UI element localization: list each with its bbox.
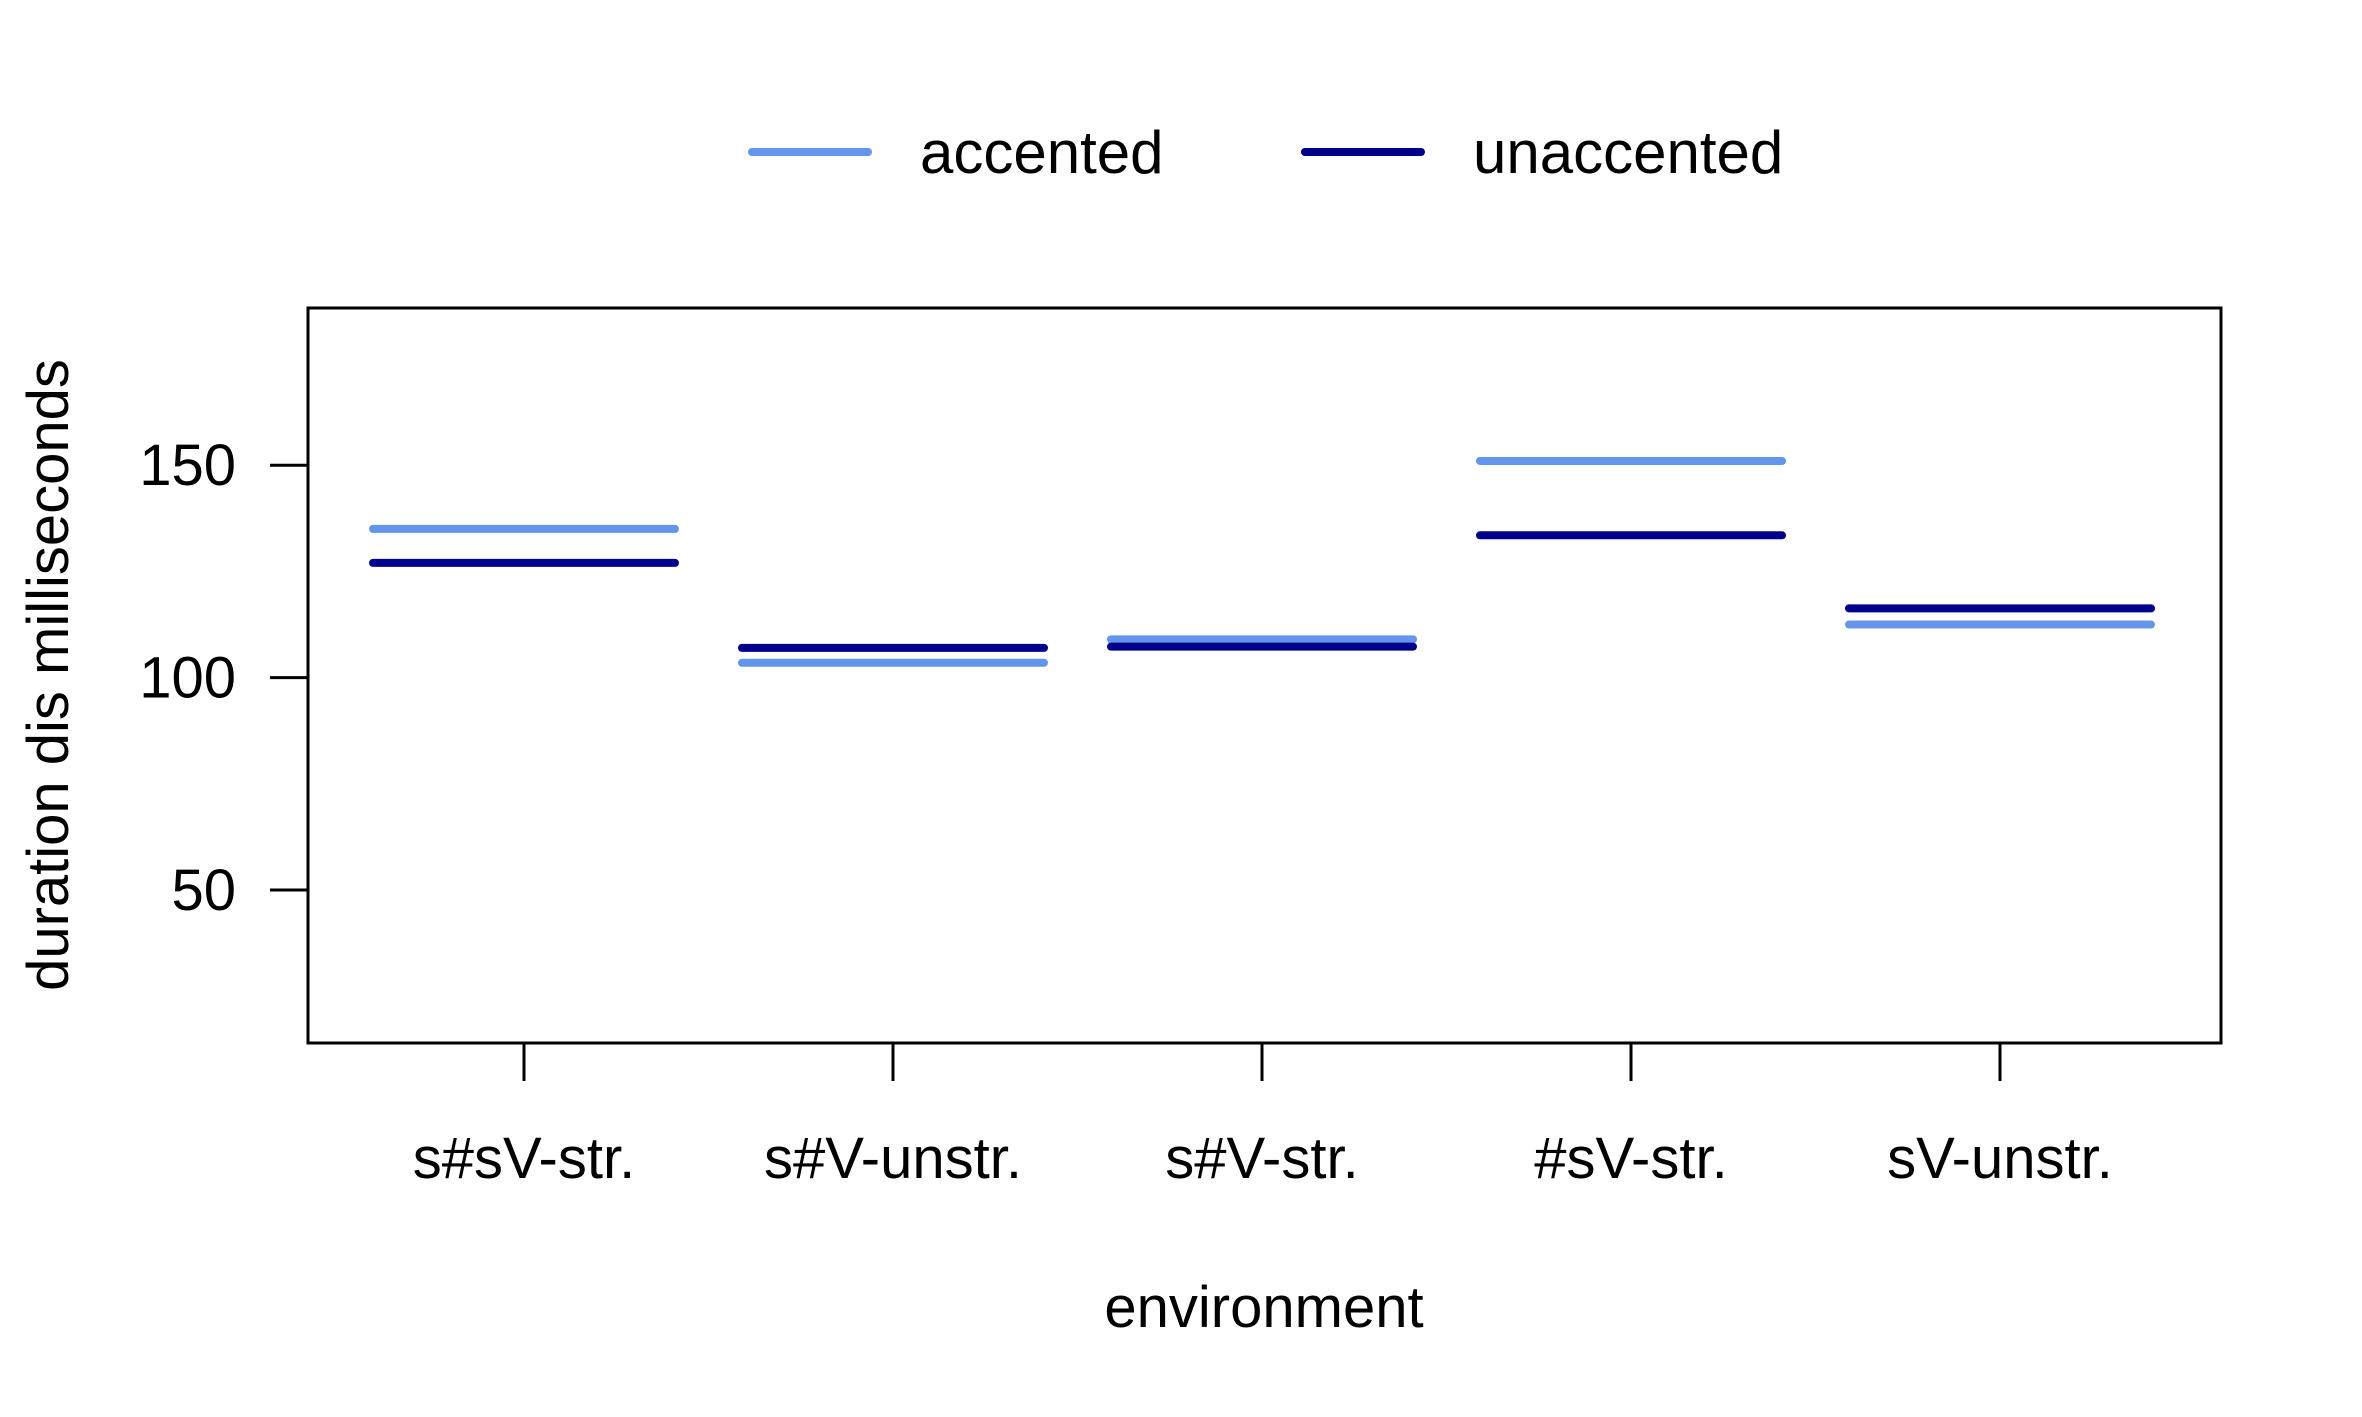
x-tick-label: s#sV-str. [413, 1126, 635, 1191]
y-tick-label: 100 [139, 646, 236, 711]
x-tick-label: sV-unstr. [1887, 1126, 2113, 1191]
x-tick-label: s#V-str. [1165, 1126, 1358, 1191]
legend: accented unaccented [748, 119, 1783, 186]
series-layer [369, 456, 2155, 667]
legend-item-unaccented: unaccented [1301, 119, 1783, 186]
x-axis: s#sV-str. s#V-unstr. s#V-str. #sV-str. sV-un… [413, 1043, 2113, 1191]
x-tick-label: s#V-unstr. [764, 1126, 1022, 1191]
x-tick-label: #sV-str. [1534, 1126, 1727, 1191]
series-unaccented [369, 531, 2155, 652]
series-accented [369, 456, 2155, 667]
y-tick-label: 50 [171, 858, 236, 923]
legend-label: accented [920, 119, 1164, 186]
y-axis-title: duration dis milliseconds [16, 359, 81, 991]
x-axis-title: environment [1104, 1275, 1423, 1340]
y-axis: 50 100 150 [139, 433, 308, 923]
y-tick-label: 150 [139, 433, 236, 498]
legend-item-accented: accented [748, 119, 1164, 186]
legend-label: unaccented [1473, 119, 1783, 186]
plot-frame [306, 306, 2223, 1045]
